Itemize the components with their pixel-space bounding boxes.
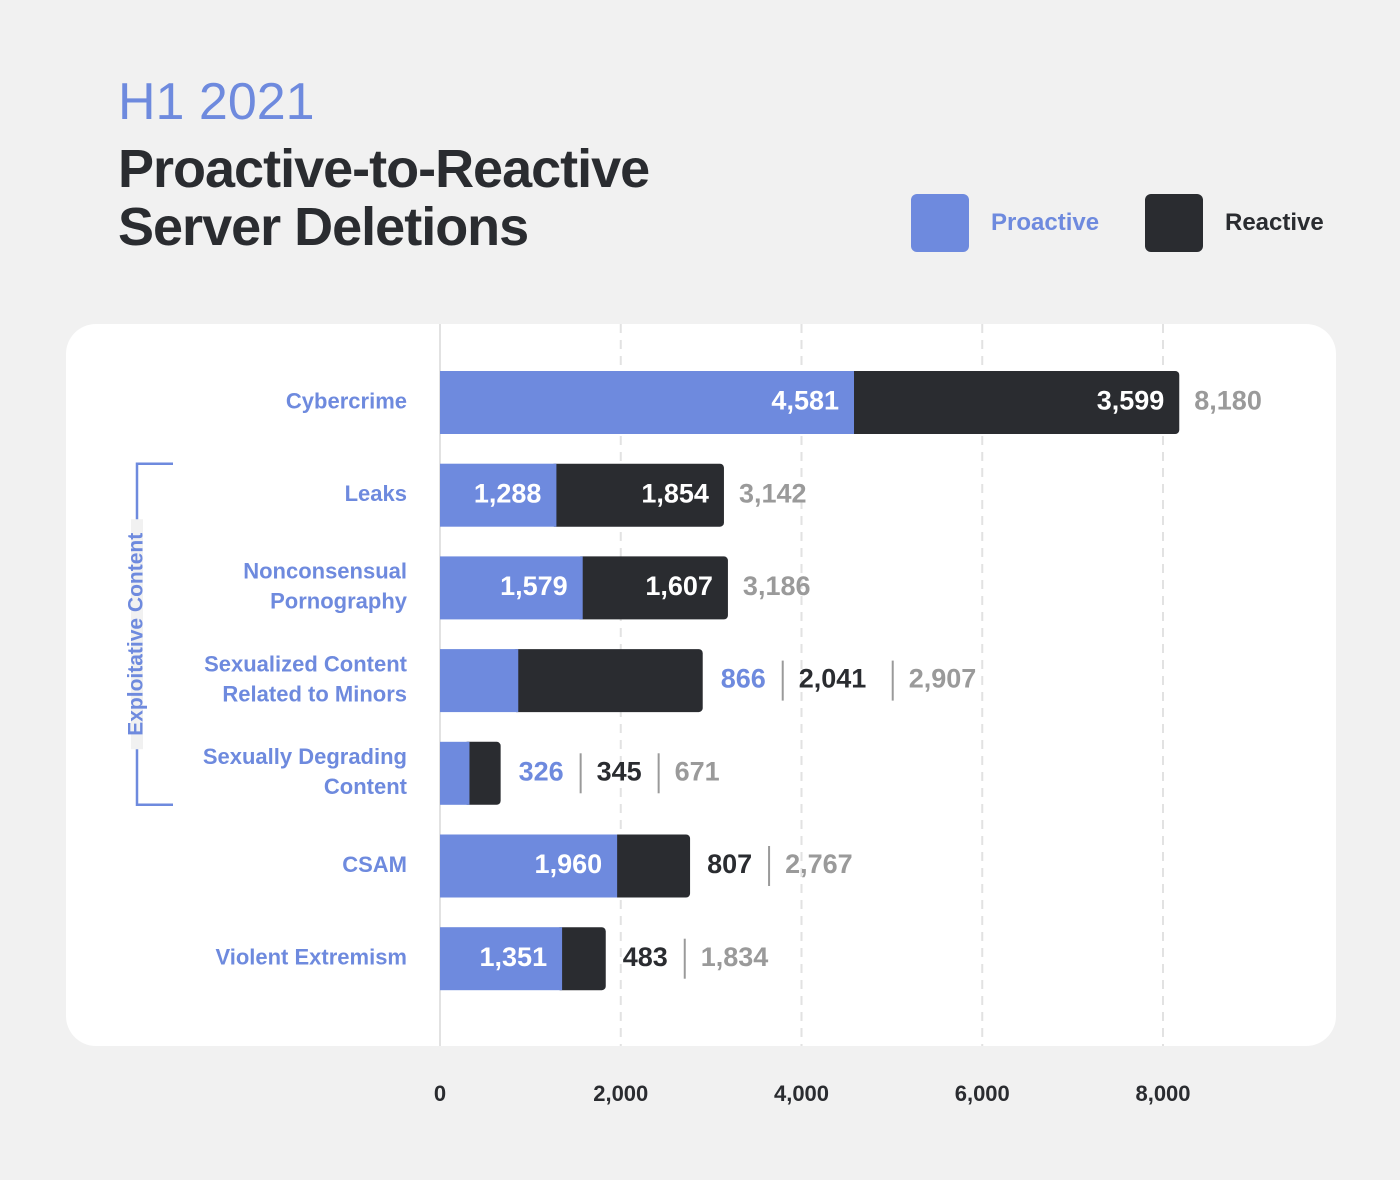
value-label-proactive: 4,581 (771, 386, 839, 416)
bar-reactive (611, 834, 691, 898)
value-label-total: 3,186 (743, 571, 811, 601)
group-bracket-gap (131, 519, 143, 750)
value-label-total: 8,180 (1194, 386, 1262, 416)
legend-proactive-label: Proactive (991, 209, 1100, 236)
bar-reactive (848, 371, 1180, 434)
value-label-total: 2,907 (909, 664, 977, 694)
category-label: Sexualized Content (204, 651, 408, 676)
legend-reactive: Reactive (1145, 194, 1324, 252)
chart-subtitle: H1 2021 (118, 73, 315, 131)
x-tick-label: 6,000 (955, 1081, 1010, 1106)
x-tick-label: 4,000 (774, 1081, 829, 1106)
value-label-total: 1,834 (701, 942, 769, 972)
category-label: Violent Extremism (215, 945, 407, 970)
category-label: Leaks (345, 481, 407, 506)
chart-title: Proactive-to-Reactive Server Deletions (118, 139, 650, 257)
value-label-proactive: 1,288 (474, 478, 542, 508)
value-label-proactive: 1,960 (535, 849, 603, 879)
x-tick-label: 8,000 (1135, 1081, 1190, 1106)
legend-reactive-label: Reactive (1225, 209, 1324, 236)
bar-proactive (440, 834, 618, 898)
x-tick-label: 0 (434, 1081, 446, 1106)
bar-reactive (550, 463, 724, 527)
value-label-reactive: 1,607 (645, 571, 713, 601)
bar-proactive (440, 463, 557, 527)
category-label: Nonconsensual (243, 559, 407, 584)
value-label-total: 2,767 (785, 849, 853, 879)
category-label: Content (324, 774, 408, 799)
value-label-proactive: 1,579 (500, 571, 568, 601)
value-label-proactive: 866 (721, 664, 766, 694)
bar-reactive (576, 556, 728, 620)
category-label: Pornography (270, 589, 408, 614)
category-label: CSAM (342, 852, 407, 877)
bar-proactive (440, 927, 563, 991)
value-label-reactive: 483 (623, 942, 668, 972)
value-label-reactive: 1,854 (641, 478, 709, 508)
x-tick-label: 2,000 (593, 1081, 648, 1106)
value-label-reactive: 807 (707, 849, 752, 879)
value-label-total: 3,142 (739, 478, 807, 508)
legend-proactive-swatch (911, 194, 969, 252)
value-label-reactive: 345 (597, 756, 642, 786)
bar-proactive (440, 649, 519, 713)
bar-proactive (440, 556, 583, 620)
category-label: Related to Minors (222, 681, 407, 706)
bar-proactive (440, 741, 470, 805)
legend-proactive: Proactive (911, 194, 1099, 252)
value-label-total: 671 (675, 756, 720, 786)
bar-reactive (556, 927, 606, 991)
value-label-reactive: 2,041 (799, 664, 867, 694)
value-label-reactive: 3,599 (1097, 386, 1165, 416)
value-label-proactive: 326 (519, 756, 564, 786)
legend-reactive-swatch (1145, 194, 1203, 252)
group-bracket-label: Exploitative Content (125, 533, 148, 736)
bar-reactive (512, 649, 703, 713)
category-label: Sexually Degrading (203, 744, 407, 769)
category-label: Cybercrime (286, 388, 407, 413)
bar-reactive (463, 741, 501, 805)
bar-proactive (440, 371, 855, 434)
value-label-proactive: 1,351 (480, 942, 548, 972)
